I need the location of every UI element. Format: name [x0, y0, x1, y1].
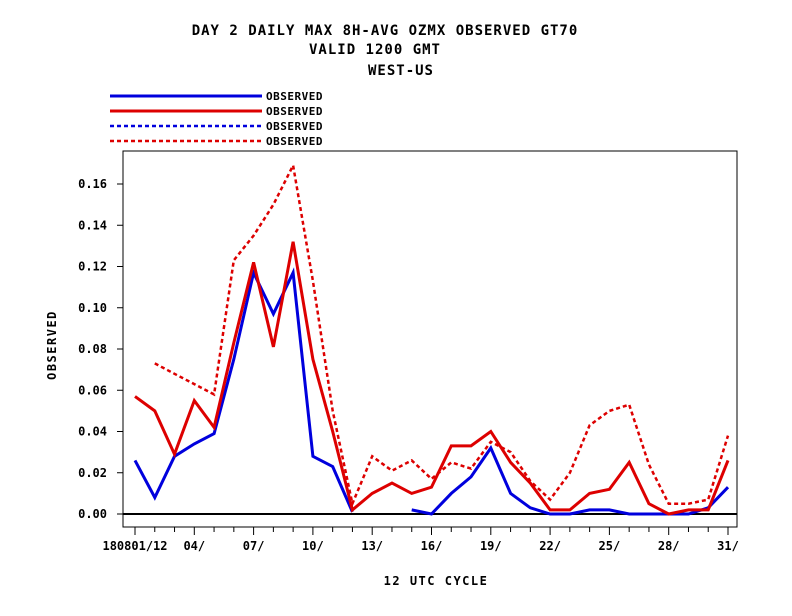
chart-title: DAY 2 DAILY MAX 8H-AVG OZMX OBSERVED GT7…	[192, 23, 579, 79]
x-tick-label: 180801/12	[102, 539, 167, 553]
y-tick-label: 0.10	[78, 301, 107, 315]
y-tick-label: 0.16	[78, 177, 107, 191]
chart-title-line-3: WEST-US	[368, 63, 434, 79]
chart-title-line-1: DAY 2 DAILY MAX 8H-AVG OZMX OBSERVED GT7…	[192, 23, 579, 39]
x-tick-label: 19/	[480, 539, 502, 553]
x-tick-label: 31/	[717, 539, 739, 553]
y-tick-label: 0.06	[78, 383, 107, 397]
legend-label-1: OBSERVED	[266, 90, 323, 103]
series-line-1	[133, 267, 354, 513]
x-tick-label: 10/	[302, 539, 324, 553]
plot-frame	[122, 150, 738, 528]
x-tick-label: 28/	[658, 539, 680, 553]
x-axis: 180801/12 04/07/10/13/16/19/22/25/28/31/	[102, 527, 739, 553]
y-tick-label: 0.04	[78, 425, 107, 439]
y-tick-label: 0.08	[78, 342, 107, 356]
y-axis: 0.00 0.02 0.04 0.06 0.08 0.10 0.12 0.14 0.16	[78, 177, 737, 521]
legend: OBSERVED OBSERVED OBSERVED OBSERVED	[110, 90, 323, 148]
y-tick-label: 0.14	[78, 218, 107, 232]
y-tick-label: 0.02	[78, 466, 107, 480]
x-axis-title: 12 UTC CYCLE	[384, 574, 489, 588]
series-line-1	[411, 444, 730, 516]
legend-label-4: OBSERVED	[266, 135, 323, 148]
x-tick-label: 07/	[243, 539, 265, 553]
legend-label-2: OBSERVED	[266, 105, 323, 118]
series-line-4	[154, 161, 730, 508]
y-axis-title: OBSERVED	[45, 310, 59, 380]
y-tick-label: 0.12	[78, 260, 107, 274]
x-tick-label: 13/	[361, 539, 383, 553]
y-tick-label: 0.00	[78, 507, 107, 521]
x-tick-label: 25/	[599, 539, 621, 553]
x-tick-label: 04/	[183, 539, 205, 553]
x-tick-label: 22/	[539, 539, 561, 553]
legend-label-3: OBSERVED	[266, 120, 323, 133]
x-tick-label: 16/	[421, 539, 443, 553]
chart-title-line-2: VALID 1200 GMT	[309, 42, 441, 58]
series-group	[133, 161, 730, 516]
series-line-2	[134, 241, 730, 516]
